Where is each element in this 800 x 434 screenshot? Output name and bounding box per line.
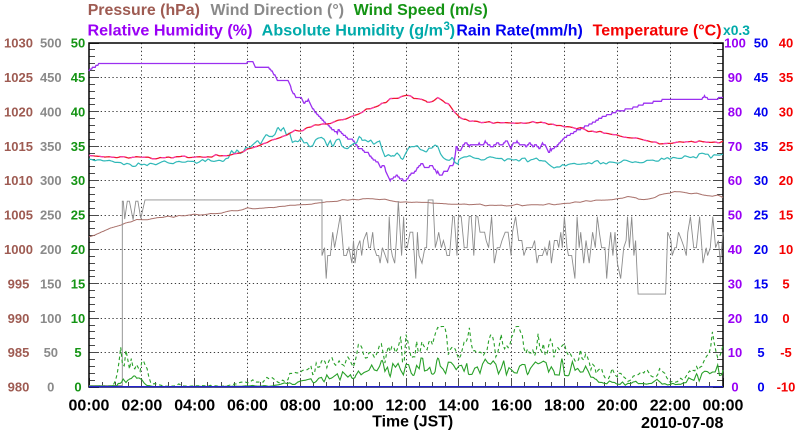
svg-text:10: 10 (728, 345, 742, 360)
svg-text:50: 50 (728, 208, 742, 223)
svg-text:20: 20 (779, 173, 793, 188)
svg-text:15: 15 (754, 276, 768, 291)
svg-text:10: 10 (754, 311, 768, 326)
svg-text:100: 100 (724, 36, 746, 51)
svg-text:Wind Speed (m/s): Wind Speed (m/s) (354, 2, 488, 19)
svg-text:25: 25 (754, 208, 768, 223)
svg-text:30: 30 (754, 173, 768, 188)
svg-text:10: 10 (779, 242, 793, 257)
svg-text:45: 45 (71, 70, 85, 85)
svg-text:04:00: 04:00 (174, 398, 215, 415)
svg-text:Wind Direction (°): Wind Direction (°) (211, 2, 345, 19)
svg-text:40: 40 (779, 36, 793, 51)
svg-text:5: 5 (757, 345, 764, 360)
svg-text:150: 150 (40, 276, 62, 291)
svg-text:0: 0 (757, 380, 764, 395)
svg-text:1000: 1000 (4, 242, 33, 257)
svg-text:10: 10 (71, 311, 85, 326)
svg-text:40: 40 (71, 104, 85, 119)
svg-text:980: 980 (8, 380, 30, 395)
svg-text:20: 20 (71, 242, 85, 257)
svg-text:Pressure (hPa): Pressure (hPa) (88, 2, 200, 19)
svg-text:Time (JST): Time (JST) (372, 414, 453, 431)
svg-text:50: 50 (754, 36, 768, 51)
svg-text:350: 350 (40, 139, 62, 154)
svg-text:400: 400 (40, 104, 62, 119)
svg-text:25: 25 (71, 208, 85, 223)
svg-text:250: 250 (40, 208, 62, 223)
svg-text:14:00: 14:00 (438, 398, 479, 415)
svg-text:16:00: 16:00 (491, 398, 532, 415)
svg-text:06:00: 06:00 (227, 398, 268, 415)
svg-text:50: 50 (71, 36, 85, 51)
svg-text:20: 20 (754, 242, 768, 257)
svg-text:08:00: 08:00 (280, 398, 321, 415)
svg-text:-10: -10 (777, 380, 796, 395)
svg-text:985: 985 (8, 345, 30, 360)
svg-text:30: 30 (779, 104, 793, 119)
svg-text:Temperature (°C): Temperature (°C) (593, 22, 722, 39)
svg-text:1005: 1005 (4, 208, 33, 223)
svg-text:0: 0 (731, 380, 738, 395)
svg-text:40: 40 (754, 104, 768, 119)
svg-text:25: 25 (779, 139, 793, 154)
svg-text:2010-07-08: 2010-07-08 (641, 415, 724, 432)
svg-text:0: 0 (782, 311, 789, 326)
svg-text:35: 35 (754, 139, 768, 154)
svg-text:00:00: 00:00 (703, 398, 744, 415)
svg-text:0: 0 (47, 380, 54, 395)
svg-text:200: 200 (40, 242, 62, 257)
svg-text:Absolute Humidity (g/m: Absolute Humidity (g/m (262, 22, 443, 39)
svg-text:100: 100 (40, 311, 62, 326)
svg-text:12:00: 12:00 (386, 398, 427, 415)
svg-text:-5: -5 (780, 345, 792, 360)
svg-text:90: 90 (728, 70, 742, 85)
svg-text:00:00: 00:00 (69, 398, 110, 415)
svg-text:10:00: 10:00 (333, 398, 374, 415)
svg-text:1020: 1020 (4, 104, 33, 119)
svg-text:Rain Rate(mm/h): Rain Rate(mm/h) (456, 22, 582, 39)
svg-text:70: 70 (728, 139, 742, 154)
svg-text:): ) (450, 22, 455, 39)
svg-text:1025: 1025 (4, 70, 33, 85)
svg-text:30: 30 (728, 276, 742, 291)
svg-text:450: 450 (40, 70, 62, 85)
svg-text:Relative Humidity (%): Relative Humidity (%) (88, 22, 253, 39)
svg-text:30: 30 (71, 173, 85, 188)
svg-text:20:00: 20:00 (597, 398, 638, 415)
svg-text:x0.3: x0.3 (723, 22, 750, 38)
svg-text:40: 40 (728, 242, 742, 257)
svg-text:990: 990 (8, 311, 30, 326)
svg-text:995: 995 (8, 276, 30, 291)
svg-text:35: 35 (71, 139, 85, 154)
svg-text:5: 5 (74, 345, 81, 360)
svg-text:18:00: 18:00 (544, 398, 585, 415)
svg-text:1010: 1010 (4, 173, 33, 188)
svg-text:5: 5 (782, 276, 789, 291)
svg-text:0: 0 (74, 380, 81, 395)
svg-text:50: 50 (44, 345, 58, 360)
svg-text:300: 300 (40, 173, 62, 188)
svg-text:3: 3 (444, 21, 450, 33)
svg-text:1030: 1030 (4, 36, 33, 51)
svg-text:02:00: 02:00 (121, 398, 162, 415)
svg-text:80: 80 (728, 104, 742, 119)
svg-text:15: 15 (779, 208, 793, 223)
svg-text:60: 60 (728, 173, 742, 188)
svg-text:20: 20 (728, 311, 742, 326)
svg-text:45: 45 (754, 70, 768, 85)
svg-text:35: 35 (779, 70, 793, 85)
svg-text:22:00: 22:00 (650, 398, 691, 415)
svg-text:500: 500 (40, 36, 62, 51)
svg-text:1015: 1015 (4, 139, 33, 154)
svg-text:15: 15 (71, 276, 85, 291)
